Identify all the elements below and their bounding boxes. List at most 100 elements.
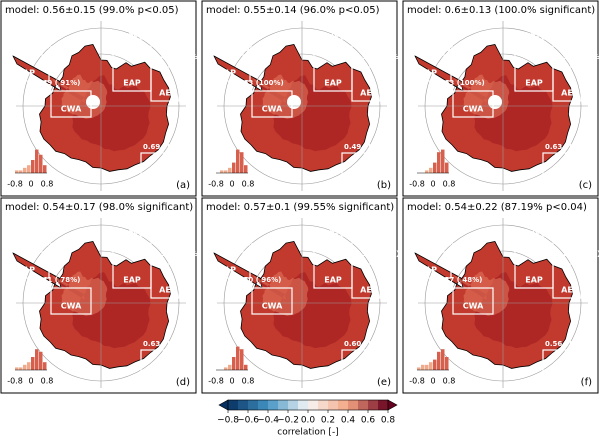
region-name: AL (149, 362, 160, 371)
hist-tick-label: 0.8 (443, 377, 456, 386)
region-box (410, 54, 452, 82)
hist-bar (35, 349, 39, 370)
title-bg (2, 2, 195, 18)
colorbar-tick-label: −0.2 (277, 416, 299, 426)
colorbar-cell (338, 400, 349, 410)
hist-tick-label: 0 (28, 180, 33, 189)
hist-tick-label: -0.8 (208, 377, 224, 386)
region-value: 0.22 ( 28%) (555, 250, 600, 258)
region-value: 0.60 (100%) (121, 31, 169, 39)
region-box (351, 263, 381, 299)
region-name: EAP (324, 79, 342, 88)
hist-bar (35, 149, 39, 173)
hist-tick-label: 0 (229, 180, 234, 189)
region-box (8, 54, 50, 82)
hist-bar (437, 152, 441, 173)
hist-bar (240, 349, 244, 370)
region-value: 0.38 ( 57%) (212, 242, 257, 250)
hist-bar (43, 362, 47, 370)
panel-title: model: 0.55±0.14 (96.0% p<0.05) (206, 5, 380, 16)
colorbar-cell (358, 400, 369, 410)
region-box (351, 66, 381, 102)
region-name: AP (23, 69, 35, 78)
region-value: 0.41 (100%) (212, 45, 260, 53)
hist-tick-label: 0 (430, 180, 435, 189)
region-value: 0.49 ( 91%) (35, 79, 80, 87)
region-box (140, 152, 170, 178)
region-value: 0.56 (100%) (545, 340, 593, 348)
panel-letter: (f) (581, 377, 592, 388)
region-name: AP (224, 69, 236, 78)
pole-hole (86, 95, 100, 109)
colorbar-cell (228, 400, 239, 410)
region-value: 0.50 ( 96%) (236, 276, 281, 284)
region-box (341, 152, 371, 178)
continent-shade (458, 75, 553, 152)
colorbar-cell (248, 400, 259, 410)
hist-bar (15, 367, 19, 370)
hist-tick-label: 0 (430, 377, 435, 386)
pole-hole (287, 95, 301, 109)
colorbar-tick-label: −0.8 (217, 416, 239, 426)
colorbar-label: correlation [-] (277, 428, 338, 438)
hist-bar (19, 367, 23, 370)
hist-bar (236, 346, 240, 370)
hist-bar (39, 351, 43, 370)
region-box (50, 90, 92, 118)
hist-tick-label: 0.8 (242, 180, 255, 189)
panel: model: 0.55±0.14 (96.0% p<0.05) AP 0.41 (1… (201, 0, 402, 197)
panel: model: 0.6±0.13 (100.0% significant)AP0.… (402, 0, 600, 197)
region-box (150, 66, 180, 102)
hist-bar (31, 160, 35, 173)
region-box (140, 349, 170, 375)
hist-bar (244, 165, 248, 173)
region-name: CWA (262, 105, 283, 114)
hist-tick-label: 0.8 (41, 377, 54, 386)
hist-bar (232, 357, 236, 370)
region-box (552, 66, 582, 102)
region-value: 0.22 ( 57%) (11, 242, 56, 250)
region-value: 0.69 (100%) (523, 31, 571, 39)
colorbar-cell (258, 400, 269, 410)
hist-tick-label: -0.8 (7, 180, 23, 189)
title-bg (203, 199, 396, 215)
region-box (313, 235, 353, 289)
panel-letter: (c) (579, 180, 592, 191)
region-box (50, 287, 92, 315)
region-name: AE (561, 89, 573, 98)
region-box (552, 263, 582, 299)
region-value: 0.49 (100%) (153, 53, 201, 61)
region-name: AL (149, 165, 160, 174)
hist-bar (228, 364, 232, 370)
region-name: AL (350, 165, 361, 174)
hist-bar (425, 364, 429, 370)
region-name: AL (551, 362, 562, 371)
hist-tick-label: 0.8 (443, 180, 456, 189)
region-value: 0.54 (100%) (354, 53, 402, 61)
region-name: AP (425, 266, 437, 275)
region-box (542, 349, 572, 375)
region-box (514, 38, 554, 92)
region-name: CWA (463, 105, 484, 114)
hist-bar (421, 364, 425, 370)
region-box (8, 251, 50, 279)
hist-bar (236, 149, 240, 173)
colorbar-cell (378, 400, 389, 410)
region-box (410, 251, 452, 279)
colorbar-end (218, 399, 229, 411)
panel-title: model: 0.56±0.15 (99.0% p<0.05) (5, 5, 179, 16)
colorbar-cell (288, 400, 299, 410)
colorbar-tick-label: 0.8 (381, 416, 396, 426)
panel: model: 0.54±0.22 (87.19% p<0.04) AP 0.15 (… (402, 197, 600, 394)
colorbar-tick-label: 0.0 (301, 416, 316, 426)
region-name: CWA (61, 302, 82, 311)
hist-bar (244, 364, 248, 370)
hist-bar (31, 357, 35, 370)
region-name: AE (360, 286, 372, 295)
hist-bar (417, 367, 421, 370)
region-box (341, 349, 371, 375)
hist-tick-label: 0.8 (41, 180, 54, 189)
continent-shade (257, 272, 352, 349)
region-box (150, 263, 180, 299)
region-value: 0.70 (100%) (322, 31, 370, 39)
